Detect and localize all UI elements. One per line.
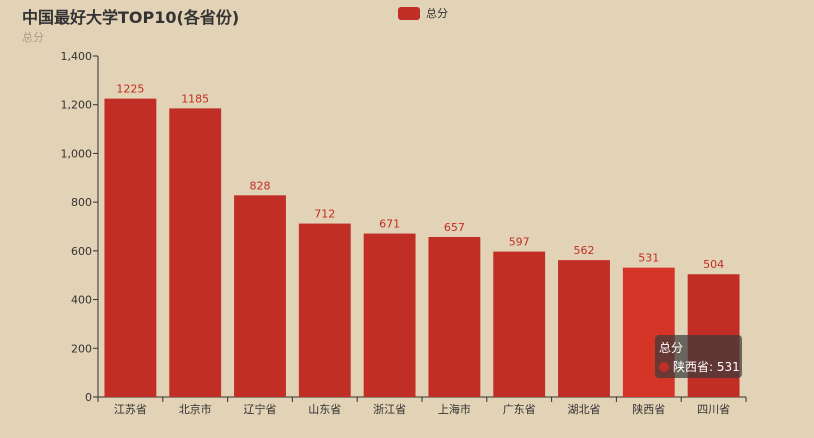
legend-swatch[interactable] [398, 6, 420, 20]
bar-value-label: 1225 [116, 83, 144, 96]
x-tick-label: 江苏省 [114, 403, 147, 416]
x-tick-label: 山东省 [308, 403, 341, 416]
bar-value-label: 562 [574, 244, 595, 257]
x-tick-label: 浙江省 [373, 403, 406, 416]
bar-value-label: 531 [638, 252, 659, 265]
tooltip-title: 总分 [659, 341, 684, 355]
bar-value-label: 712 [314, 208, 335, 221]
y-tick-label: 600 [71, 245, 92, 258]
x-tick-label: 辽宁省 [244, 402, 277, 416]
x-tick-label: 陕西省 [632, 402, 665, 416]
x-tick-label: 上海市 [438, 402, 471, 416]
y-tick-label: 200 [71, 342, 92, 355]
bar-value-label: 1185 [181, 92, 209, 105]
y-tick-label: 0 [85, 391, 92, 404]
tooltip-marker [659, 361, 669, 372]
bar [363, 233, 416, 397]
bar-value-label: 504 [703, 258, 724, 271]
bar [169, 108, 222, 397]
bar-value-label: 671 [379, 218, 400, 231]
y-tick-label: 1,000 [61, 147, 93, 160]
bar [493, 251, 546, 397]
legend-label[interactable]: 总分 [426, 7, 448, 20]
x-tick-label: 四川省 [697, 403, 730, 416]
chart-title: 中国最好大学TOP10(各省份) [22, 8, 240, 27]
x-tick-label: 湖北省 [568, 403, 601, 416]
bar [558, 260, 610, 397]
x-tick-label: 广东省 [503, 403, 536, 416]
bar [234, 195, 286, 397]
bar-value-label: 657 [444, 221, 465, 234]
bar-value-label: 597 [509, 236, 530, 249]
bar [104, 98, 157, 397]
bar-value-label: 828 [250, 179, 271, 192]
bar [298, 223, 351, 397]
y-tick-label: 400 [71, 294, 92, 307]
chart-subtitle: 总分 [22, 31, 44, 44]
bar [428, 236, 481, 397]
y-tick-label: 1,400 [61, 50, 93, 63]
y-tick-label: 1,200 [61, 99, 93, 112]
legend[interactable]: 总分 [398, 5, 448, 21]
y-tick-label: 800 [71, 196, 92, 209]
tooltip: 总分 陕西省: 531 [655, 335, 742, 378]
tooltip-value: 陕西省: 531 [673, 360, 740, 374]
x-tick-label: 北京市 [179, 402, 212, 416]
